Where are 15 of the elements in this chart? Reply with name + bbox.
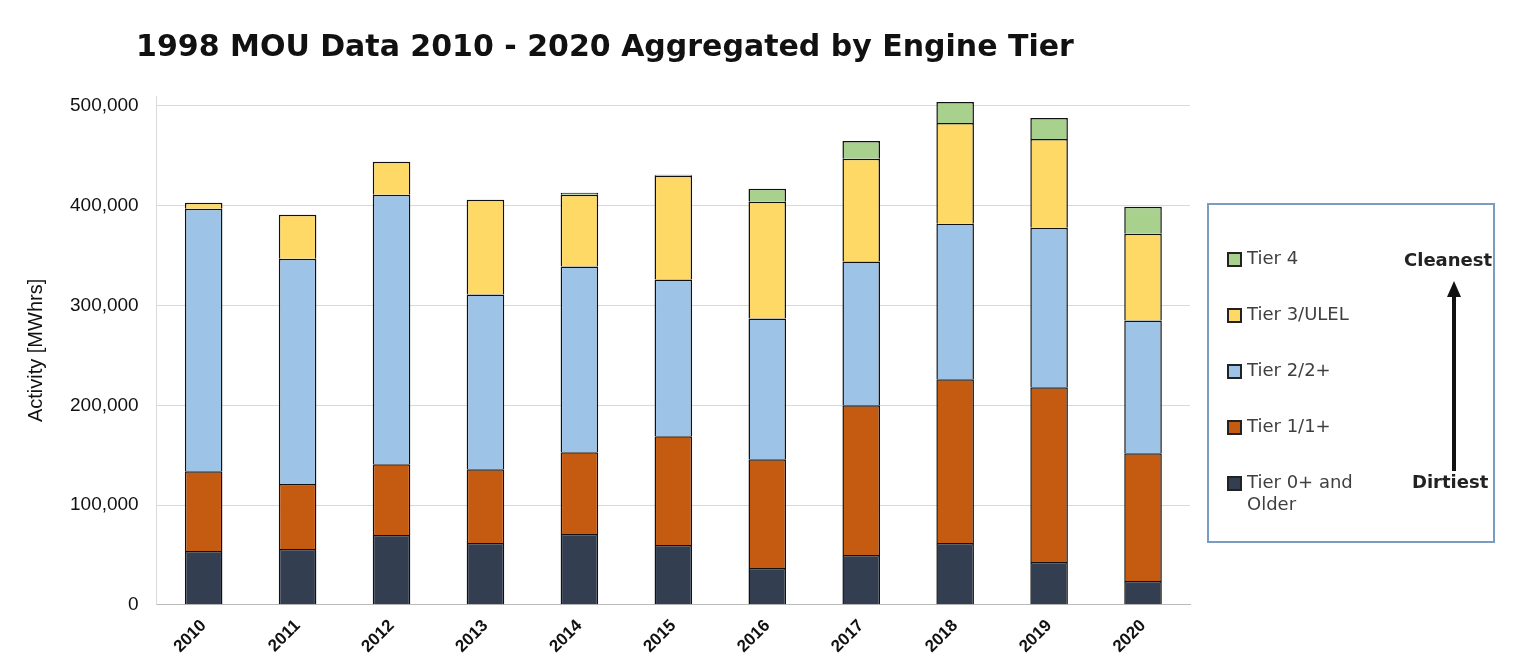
y-tick-label: 400,000	[69, 193, 139, 215]
legend-label: Tier 1/1+	[1247, 415, 1331, 437]
text: Cleanest	[1404, 249, 1493, 270]
legend-label: Tier 4	[1247, 247, 1299, 269]
legend-label: Tier 0+ and Older	[1247, 471, 1354, 515]
y-axis-title: Activity [MWhrs]	[23, 278, 46, 423]
y-tick-label: 300,000	[69, 293, 139, 315]
y-tick-label: 0	[128, 593, 139, 615]
chart-title: 1998 MOU Data 2010 - 2020 Aggregated by Engine Tier	[136, 27, 1075, 63]
legend-label: Tier 2/2+	[1247, 359, 1331, 381]
y-tick-label: 500,000	[69, 94, 139, 116]
legend-label: Tier 3/ULEL	[1247, 303, 1349, 325]
text: Dirtiest	[1412, 471, 1489, 492]
y-tick-label: 200,000	[69, 393, 139, 415]
y-tick-label: 100,000	[69, 493, 139, 515]
